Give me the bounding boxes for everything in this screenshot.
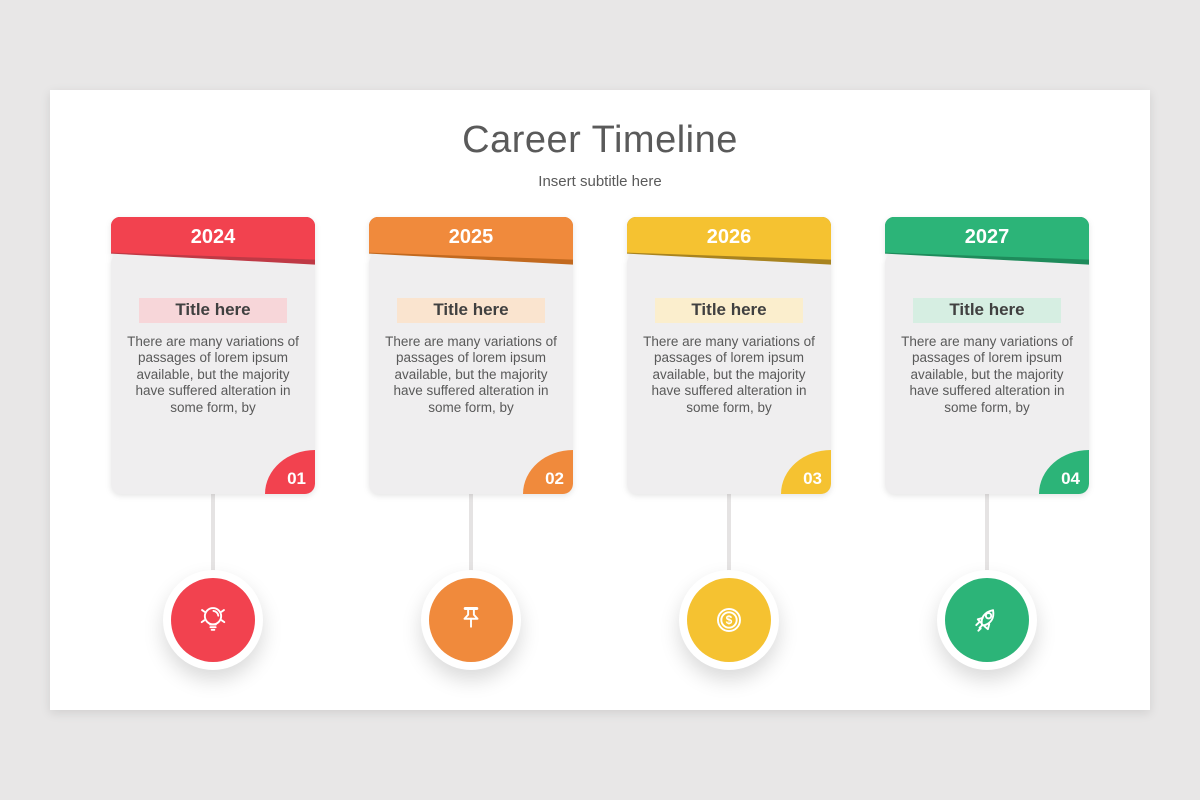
card-body-text: There are many variations of passages of… [127,333,299,415]
card-number-label: 04 [1061,468,1080,488]
connector-line [727,493,731,572]
card-body: Title here There are many variations of … [111,252,315,494]
card-title-label: Title here [691,300,767,320]
timeline-column: 2024 Title here There are many variation… [111,217,315,670]
card-year-header: 2027 [885,217,1089,265]
card-title-band: Title here [397,297,545,323]
timeline-card: 2024 Title here There are many variation… [111,217,315,494]
timeline-column: 2026 Title here There are many variation… [627,217,831,670]
lightbulb-icon [200,606,226,631]
card-year-label: 2025 [448,225,494,248]
card-number-badge: 04 [1039,449,1089,494]
card-title-label: Title here [433,300,509,320]
icon-circle [421,569,521,670]
icon-circle: $ [679,569,779,670]
card-title-label: Title here [175,300,251,320]
svg-text:$: $ [726,613,733,627]
timeline-column: 2025 Title here There are many variation… [369,217,573,670]
card-number-badge: 03 [781,449,831,494]
card-body: Title here There are many variations of … [885,252,1089,494]
card-title-band: Title here [913,297,1061,323]
timeline-card: 2027 Title here There are many variation… [885,217,1089,494]
card-number-badge: 01 [265,449,315,494]
card-title-band: Title here [655,297,803,323]
icon-circle [937,569,1037,670]
page-subtitle: Insert subtitle here [538,172,662,190]
card-body-text: There are many variations of passages of… [643,333,815,415]
pushpin-icon [463,606,479,628]
card-title-label: Title here [949,300,1025,320]
card-year-header: 2025 [369,217,573,265]
icon-circle-inner [171,577,255,662]
card-body: Title here There are many variations of … [627,252,831,494]
connector-line [985,493,989,572]
card-title-band: Title here [139,297,287,323]
timeline-column: 2027 Title here There are many variation… [885,217,1089,670]
slide-canvas: Career Timeline Insert subtitle here 202… [50,90,1150,710]
dollar-coin-icon: $ [717,607,741,632]
card-body-text: There are many variations of passages of… [385,333,557,415]
card-body-text: There are many variations of passages of… [901,333,1073,415]
timeline-card: 2026 Title here There are many variation… [627,217,831,494]
cards-row: 2024 Title here There are many variation… [50,217,1150,670]
card-body: Title here There are many variations of … [369,252,573,494]
card-year-label: 2024 [190,225,236,248]
connector-line [469,493,473,572]
card-year-header: 2024 [111,217,315,265]
card-number-label: 03 [803,468,822,488]
icon-circle-inner [429,577,513,662]
card-number-label: 01 [287,468,306,488]
icon-circle [163,569,263,670]
rocket-icon [975,608,995,632]
icon-circle-inner [945,577,1029,662]
card-number-badge: 02 [523,449,573,494]
card-year-label: 2027 [964,225,1010,248]
card-number-label: 02 [545,468,564,488]
card-year-label: 2026 [706,225,752,248]
timeline-card: 2025 Title here There are many variation… [369,217,573,494]
card-year-header: 2026 [627,217,831,265]
icon-circle-inner: $ [687,577,771,662]
page-title: Career Timeline [462,119,738,161]
connector-line [211,493,215,572]
